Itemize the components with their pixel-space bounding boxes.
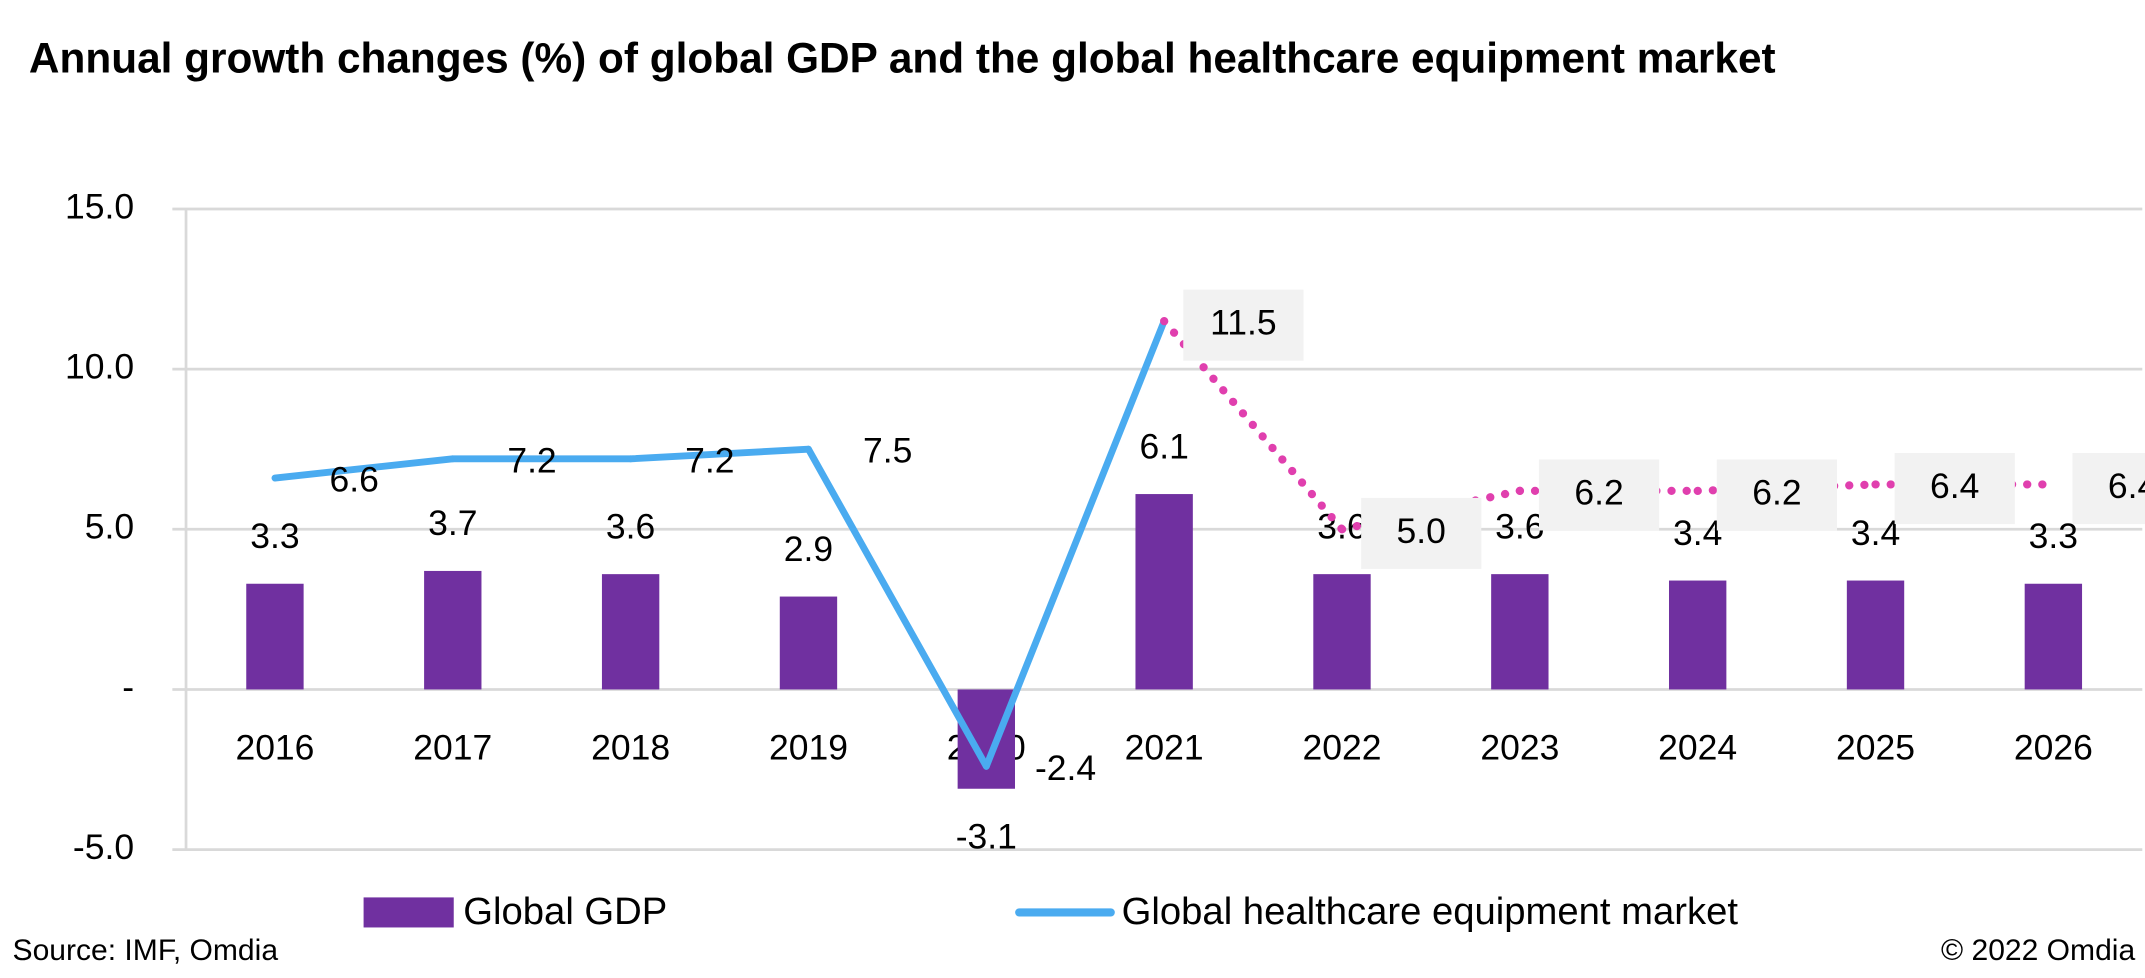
- bar-value-label: 3.6: [606, 506, 655, 546]
- bar: [601, 574, 660, 690]
- x-tick-label: 2026: [2014, 727, 2093, 767]
- bar: [1846, 580, 1905, 690]
- line-value-label: 6.6: [329, 460, 378, 500]
- x-tick-label: 2018: [591, 727, 670, 767]
- bar-value-label: 3.4: [1851, 513, 1900, 553]
- bar: [1668, 580, 1727, 690]
- bar: [1313, 574, 1371, 690]
- bar: [779, 596, 838, 690]
- line-value-label: 5.0: [1397, 511, 1446, 551]
- line-segment: [271, 455, 457, 482]
- bar: [957, 689, 1015, 789]
- bar-value-label: 3.7: [428, 503, 477, 543]
- y-tick-label: 10.0: [65, 347, 134, 387]
- label-box: [1183, 289, 1304, 361]
- bar: [424, 570, 482, 690]
- bar-value-label: 3.3: [250, 516, 299, 556]
- bar-value-label: -3.1: [956, 817, 1017, 857]
- legend-label: Global healthcare equipment market: [1122, 890, 1739, 933]
- line-value-label: 7.2: [685, 440, 734, 480]
- bar: [2024, 583, 2083, 690]
- bar-value-label: 6.1: [1139, 426, 1188, 466]
- legend-swatch: [363, 897, 454, 928]
- x-tick-label: 2025: [1836, 727, 1915, 767]
- bar: [1135, 494, 1193, 690]
- y-tick-label: -: [122, 667, 134, 707]
- line-value-label: 6.2: [1752, 472, 1801, 512]
- line-segment: [627, 445, 812, 463]
- label-box: [1538, 459, 1660, 531]
- label-box: [1716, 459, 1838, 531]
- line-value-label: 7.5: [863, 431, 912, 471]
- label-box: [2072, 453, 2145, 525]
- source: Source: IMF, Omdia: [13, 934, 279, 967]
- bar: [246, 583, 304, 690]
- bar-value-label: 3.6: [1495, 506, 1544, 546]
- bar-value-label: 3.3: [2029, 516, 2078, 556]
- legend-label: Global GDP: [463, 890, 667, 933]
- chart-title: Annual growth changes (%) of global GDP …: [29, 35, 1776, 82]
- line-value-label: 7.2: [507, 440, 556, 480]
- line-segment: [805, 445, 990, 770]
- y-tick-label: -5.0: [73, 827, 134, 867]
- line-segment: [982, 317, 1168, 770]
- line-value-label: 6.4: [2108, 466, 2145, 506]
- line-value-label: 11.5: [1210, 303, 1276, 343]
- bar-value-label: 3.4: [1673, 513, 1722, 553]
- x-tick-label: 2023: [1480, 727, 1559, 767]
- x-tick-label: 2024: [1658, 727, 1737, 767]
- y-tick-label: 5.0: [85, 507, 134, 547]
- x-tick-label: 2022: [1303, 727, 1382, 767]
- label-box: [1894, 453, 2015, 525]
- label-box: [1361, 497, 1482, 569]
- x-tick-label: 2021: [1125, 727, 1204, 767]
- x-tick-label: 2017: [413, 727, 492, 767]
- x-tick-label: 2016: [235, 727, 314, 767]
- line-value-label: 6.4: [1930, 466, 1979, 506]
- line-value-label: -2.4: [1035, 748, 1096, 788]
- bar-value-label: 2.9: [784, 529, 833, 569]
- copyright: © 2022 Omdia: [1941, 934, 2135, 967]
- bar: [1491, 574, 1549, 690]
- line-value-label: 6.2: [1574, 472, 1623, 512]
- y-tick-label: 15.0: [65, 186, 134, 226]
- x-tick-label: 2019: [769, 727, 848, 767]
